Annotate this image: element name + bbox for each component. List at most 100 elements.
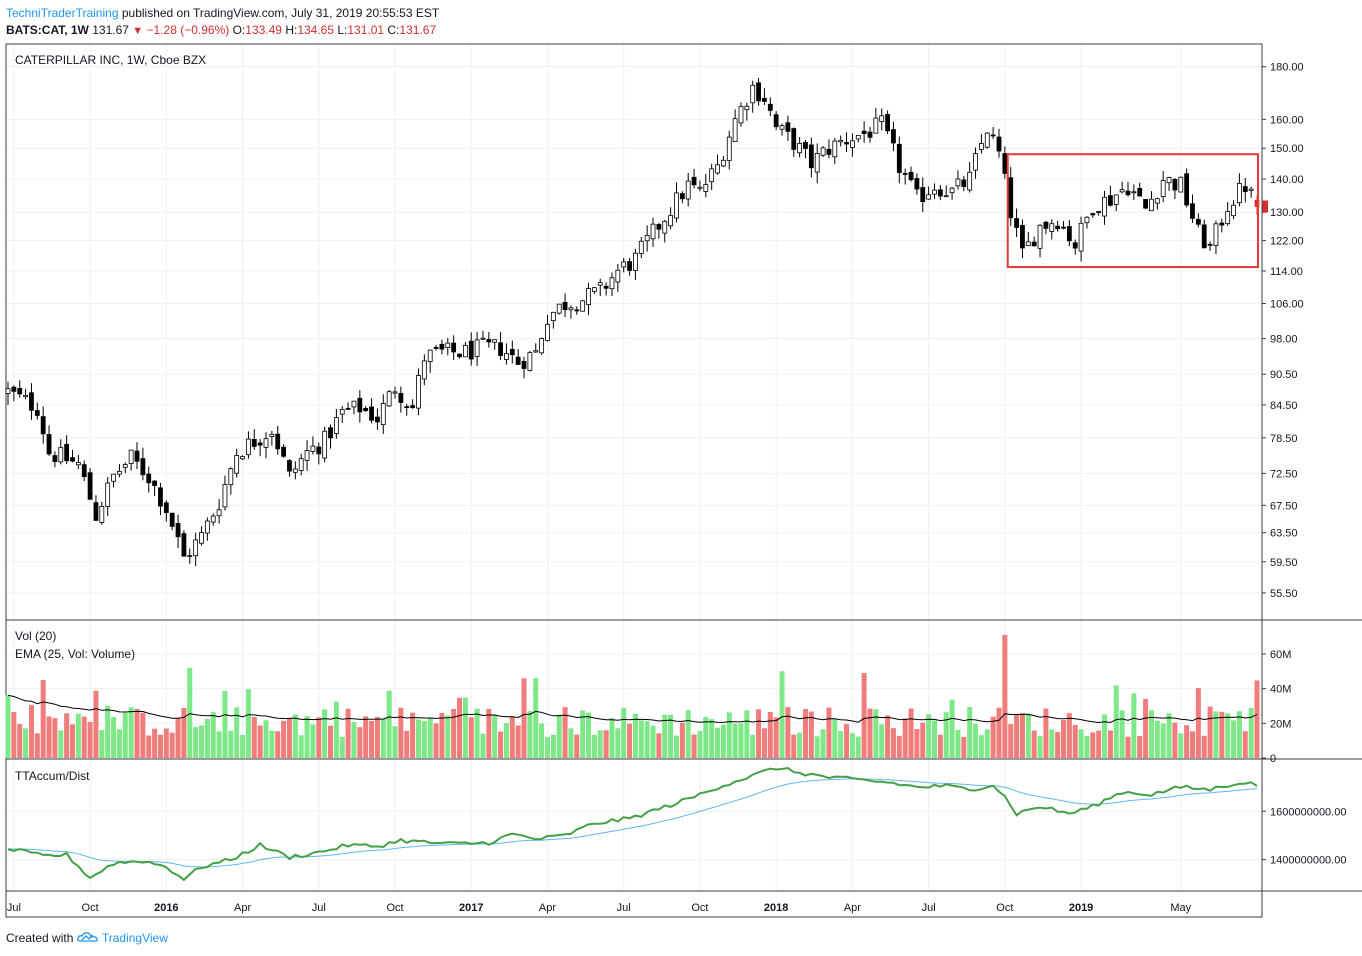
- candle-body: [967, 171, 973, 191]
- candle-body: [134, 450, 140, 462]
- volume-bar: [415, 719, 421, 758]
- candle-body: [457, 353, 462, 358]
- volume-bar: [386, 690, 392, 758]
- candle-body: [187, 555, 193, 558]
- candle-body: [896, 143, 902, 173]
- volume-bar: [1008, 724, 1014, 758]
- candle-body: [533, 350, 539, 353]
- volume-bar: [867, 708, 873, 758]
- volume-bar: [228, 730, 234, 758]
- volume-bar: [902, 718, 908, 758]
- candle-body: [638, 240, 644, 254]
- volume-bar: [351, 721, 357, 758]
- candle-body: [275, 433, 281, 450]
- volume-bar: [885, 715, 891, 758]
- candle-body: [298, 458, 304, 471]
- tradingview-link[interactable]: TradingView: [101, 931, 168, 945]
- volume-bar: [756, 709, 762, 758]
- candle-body: [504, 353, 509, 360]
- volume-bar: [433, 723, 439, 758]
- candle-body: [902, 173, 908, 175]
- volume-ema-label: EMA (25, Vol: Volume): [15, 647, 135, 661]
- candle-body: [955, 178, 961, 187]
- volume-bar: [761, 728, 767, 758]
- candle-body: [1237, 182, 1242, 204]
- volume-bar: [111, 716, 117, 758]
- volume-bar: [210, 712, 216, 758]
- candle-body: [814, 153, 820, 173]
- volume-bar: [216, 731, 222, 758]
- candle-body: [117, 470, 122, 475]
- volume-bar: [1201, 735, 1207, 758]
- candle-body: [949, 187, 955, 194]
- volume-bar: [75, 713, 81, 758]
- volume-bar: [1248, 708, 1254, 758]
- accum-signal-line: [7, 778, 1258, 868]
- volume-bar: [861, 673, 867, 758]
- created-with-text: Created with: [6, 931, 74, 945]
- candle-body: [973, 153, 978, 171]
- volume-bar: [568, 728, 574, 758]
- candle-body: [339, 409, 345, 415]
- volume-bar: [474, 708, 480, 758]
- volume-bar: [685, 710, 691, 758]
- candle-body: [633, 252, 638, 271]
- volume-tick-label: 0: [1270, 753, 1276, 765]
- volume-bar: [931, 720, 937, 758]
- volume-bar: [498, 731, 504, 758]
- volume-bar: [527, 711, 533, 758]
- volume-bar: [1060, 719, 1066, 758]
- volume-bar: [890, 728, 896, 758]
- candle-body: [1184, 173, 1190, 206]
- volume-bar: [961, 736, 967, 758]
- volume-bar: [703, 716, 709, 758]
- time-tick-label: Apr: [234, 902, 251, 914]
- candle-body: [873, 117, 879, 134]
- candle-body: [826, 148, 832, 155]
- volume-bar: [40, 680, 46, 758]
- candle-body: [1031, 241, 1037, 247]
- volume-bar: [1043, 708, 1049, 758]
- candle-body: [1201, 224, 1207, 249]
- candle-body: [1143, 198, 1148, 209]
- volume-bar: [5, 695, 11, 758]
- candle-body: [251, 438, 257, 447]
- candle-body: [550, 311, 556, 322]
- volume-bar: [509, 716, 515, 758]
- candle-body: [392, 391, 398, 394]
- candle-body: [1008, 177, 1014, 219]
- candle-body: [122, 464, 128, 468]
- candle-body: [1149, 198, 1154, 212]
- volume-bar: [1195, 688, 1201, 758]
- candle-body: [1020, 224, 1025, 249]
- volume-bar: [421, 721, 427, 758]
- candle-body: [146, 473, 152, 484]
- candle-body: [1102, 196, 1107, 217]
- volume-bar: [298, 735, 304, 758]
- candle-body: [1043, 221, 1049, 229]
- volume-bar: [1184, 725, 1190, 758]
- volume-label: Vol (20): [15, 629, 56, 643]
- volume-bar: [152, 728, 158, 758]
- time-tick-label: Apr: [539, 902, 556, 914]
- volume-bar: [257, 725, 263, 758]
- volume-bar: [744, 710, 750, 758]
- candle-body: [1225, 211, 1231, 225]
- candle-body: [1014, 218, 1019, 228]
- volume-bar: [187, 667, 193, 758]
- candle-body: [240, 456, 245, 460]
- volume-bar: [310, 724, 316, 758]
- candle-body: [509, 348, 515, 356]
- candle-body: [1119, 189, 1125, 193]
- candle-body: [204, 520, 210, 534]
- candle-body: [703, 184, 709, 192]
- candle-body: [1190, 203, 1195, 219]
- volume-bar: [1113, 685, 1119, 758]
- high-value: 134.65: [297, 23, 335, 37]
- volume-bar: [662, 714, 668, 758]
- chart-canvas[interactable]: CATERPILLAR INC, 1W, Cboe BZX Vol (20) E…: [0, 0, 1362, 930]
- volume-bar: [1207, 706, 1213, 758]
- author-link[interactable]: TechniTraderTraining: [6, 6, 119, 20]
- volume-bar: [632, 713, 638, 758]
- candle-body: [474, 339, 480, 357]
